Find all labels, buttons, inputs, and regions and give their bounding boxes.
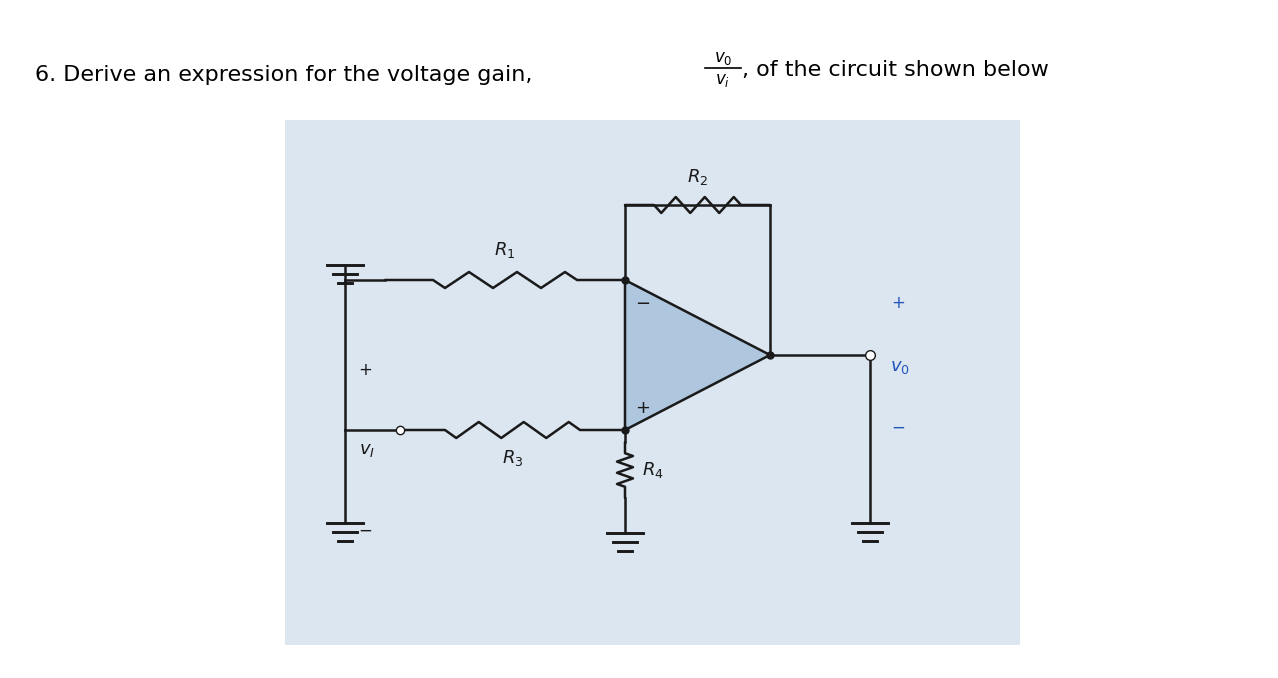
Text: , of the circuit shown below: , of the circuit shown below xyxy=(743,60,1049,80)
Text: $R_1$: $R_1$ xyxy=(495,240,516,260)
Text: $-$: $-$ xyxy=(358,521,372,539)
Text: $+$: $+$ xyxy=(358,361,372,379)
Bar xyxy=(285,120,1020,645)
Text: 6. Derive an expression for the voltage gain,: 6. Derive an expression for the voltage … xyxy=(35,65,533,85)
Text: $R_2$: $R_2$ xyxy=(686,167,708,187)
Polygon shape xyxy=(625,280,771,430)
Text: $R_3$: $R_3$ xyxy=(502,448,523,468)
Text: $-$: $-$ xyxy=(635,293,651,311)
Text: $-$: $-$ xyxy=(891,418,905,436)
Text: $+$: $+$ xyxy=(635,399,651,417)
Text: $+$: $+$ xyxy=(891,294,905,312)
Text: $v_0$: $v_0$ xyxy=(714,49,732,67)
Text: $v_0$: $v_0$ xyxy=(889,358,910,376)
Text: $v_i$: $v_i$ xyxy=(716,71,731,89)
Text: $v_I$: $v_I$ xyxy=(359,441,374,459)
Text: $R_4$: $R_4$ xyxy=(642,460,663,480)
